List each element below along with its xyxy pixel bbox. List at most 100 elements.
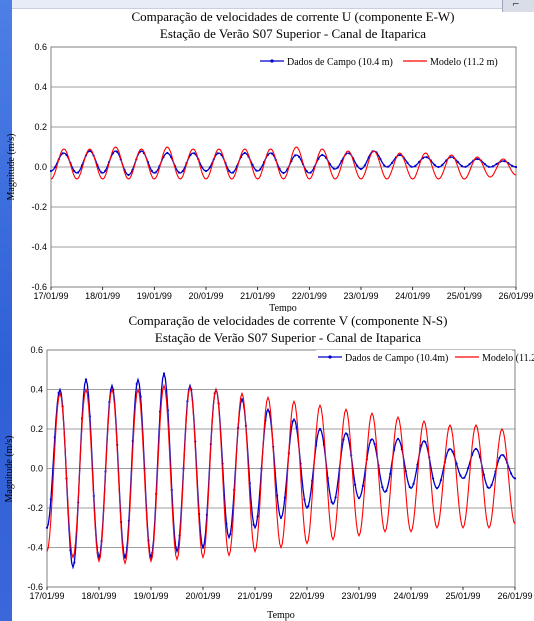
data-point — [127, 173, 130, 177]
data-point — [410, 165, 413, 168]
data-point — [318, 427, 322, 431]
data-point — [369, 439, 372, 442]
resize-corner-icon: ⌐ — [512, 0, 520, 10]
data-point — [363, 164, 366, 167]
data-point — [305, 170, 308, 173]
x-axis-label: Tempo — [267, 610, 295, 621]
data-point — [441, 163, 444, 166]
y-tick-label: 0.2 — [30, 424, 43, 434]
top-window-strip — [12, 0, 534, 9]
data-point — [57, 391, 60, 394]
legend-entry: Dados de Campo (10.4 m) — [287, 57, 393, 68]
x-tick-label: 22/01/99 — [292, 291, 327, 301]
data-point — [510, 472, 513, 475]
data-point — [414, 164, 417, 168]
data-point — [201, 166, 204, 169]
data-point — [425, 156, 428, 159]
data-point — [268, 410, 271, 413]
legend-entry: Dados de Campo (10.4m) — [345, 353, 448, 364]
legend-box — [316, 350, 512, 364]
data-point — [166, 151, 169, 155]
data-point — [73, 170, 76, 173]
x-tick-label: 23/01/99 — [343, 291, 378, 301]
data-point — [297, 155, 301, 158]
y-axis-label: Magnitude (m/s) — [6, 134, 17, 201]
data-point — [307, 505, 310, 508]
data-point — [283, 496, 286, 499]
data-point — [88, 149, 91, 153]
data-point — [456, 160, 459, 164]
data-point — [389, 472, 392, 475]
y-axis-label: Magnitude (m/s) — [4, 436, 15, 503]
x-tick-label: 26/01/99 — [498, 291, 533, 301]
data-point — [464, 165, 467, 168]
x-tick-label: 24/01/99 — [393, 591, 428, 601]
data-point — [383, 164, 386, 167]
data-point — [229, 533, 232, 536]
data-point — [379, 157, 382, 161]
data-point — [342, 438, 345, 441]
data-point — [255, 169, 258, 172]
data-point — [373, 442, 376, 446]
data-point — [381, 486, 384, 489]
data-point — [514, 165, 518, 169]
y-tick-label: -0.4 — [27, 543, 43, 553]
data-point — [433, 163, 436, 166]
corner-panel — [502, 0, 534, 12]
data-point — [359, 167, 363, 171]
chart-v-component: Comparação de velocidades de corrente V … — [4, 313, 534, 621]
data-point — [361, 484, 364, 487]
y-tick-label: -0.6 — [27, 582, 43, 592]
data-point — [332, 167, 335, 170]
data-point — [357, 497, 361, 500]
data-point — [390, 161, 394, 164]
x-tick-label: 18/01/99 — [85, 291, 120, 301]
data-point — [502, 454, 505, 457]
data-point — [279, 516, 283, 519]
data-point — [398, 153, 401, 157]
data-point — [424, 440, 427, 444]
data-point — [45, 526, 49, 529]
y-tick-label: -0.6 — [31, 282, 47, 292]
data-point — [463, 476, 466, 479]
data-point — [177, 171, 180, 174]
data-point — [228, 170, 231, 173]
data-point — [387, 165, 390, 168]
data-point — [291, 420, 294, 423]
data-point — [256, 515, 259, 518]
data-point — [270, 152, 273, 155]
legend-entry: Modelo (11.2 m) — [430, 57, 498, 68]
data-point — [334, 496, 337, 499]
data-point — [356, 164, 359, 167]
data-point — [162, 372, 166, 375]
data-point — [482, 473, 485, 476]
data-point — [303, 498, 306, 501]
data-point — [135, 382, 138, 386]
y-tick-label: 0.4 — [30, 385, 43, 395]
data-point — [321, 153, 324, 157]
data-point — [181, 170, 184, 173]
y-tick-label: 0.6 — [34, 42, 47, 52]
data-point — [252, 523, 255, 526]
y-tick-label: 0.4 — [34, 82, 47, 92]
data-point — [232, 171, 235, 174]
data-point — [498, 456, 501, 459]
data-point — [104, 169, 107, 172]
y-tick-label: -0.4 — [31, 242, 47, 252]
data-point — [330, 501, 333, 504]
data-point — [439, 479, 442, 482]
legend-entry: Modelo (11.2m) — [482, 353, 534, 364]
y-tick-label: 0.0 — [30, 464, 43, 474]
data-point — [193, 152, 196, 155]
chart-u-component: Comparação de velocidades de corrente U … — [6, 9, 534, 312]
chart-subtitle: Estação de Verão S07 Superior - Canal de… — [155, 330, 421, 345]
x-tick-label: 19/01/99 — [133, 591, 168, 601]
data-point — [150, 169, 153, 172]
x-tick-label: 23/01/99 — [341, 591, 376, 601]
data-point — [73, 561, 76, 564]
data-point — [491, 165, 494, 168]
data-point — [243, 151, 246, 155]
chart-title: Comparação de velocidades de corrente V … — [129, 313, 448, 328]
legend-marker — [270, 59, 274, 63]
data-point — [487, 165, 490, 168]
